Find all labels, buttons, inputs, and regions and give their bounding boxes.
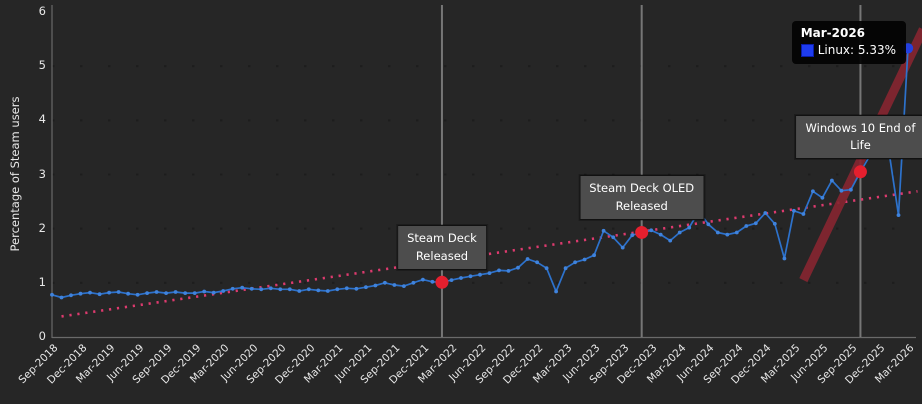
annotation-text-line: Steam Deck [407,231,477,246]
annotation-text-line: Released [615,198,668,213]
tooltip-value: Linux: 5.33% [817,43,896,57]
y-tick-label: 0 [38,329,46,343]
y-tick-label: 3 [38,166,46,181]
annotation-text-line: Steam Deck OLED [589,181,695,196]
y-tick-label: 1 [38,274,46,289]
hover-tooltip: Mar-2026 Linux: 5.33% [791,21,906,64]
annotation-windows-10-end-of-life: Windows 10 End of Life [795,114,922,160]
event-dots [435,165,867,289]
y-tick-label: 6 [38,4,46,18]
annotation-text-line: Windows 10 End of [805,120,916,135]
annotation-text-line: Released [415,248,469,263]
y-tick-label: 5 [38,58,46,73]
series-markers [50,46,910,300]
annotation-steam-deck-oled-released: Steam Deck OLED Released [579,175,705,220]
annotation-steam-deck-released: Steam Deck Released [397,225,487,270]
axis-spines [51,5,916,339]
y-tick-label: 4 [38,112,46,127]
trend-line [61,190,918,318]
tooltip-date: Mar-2026 [800,26,866,40]
annotation-text-line: Life [850,138,871,153]
y-tick-label: 2 [38,220,46,235]
linux-series-swatch-icon [800,43,814,57]
